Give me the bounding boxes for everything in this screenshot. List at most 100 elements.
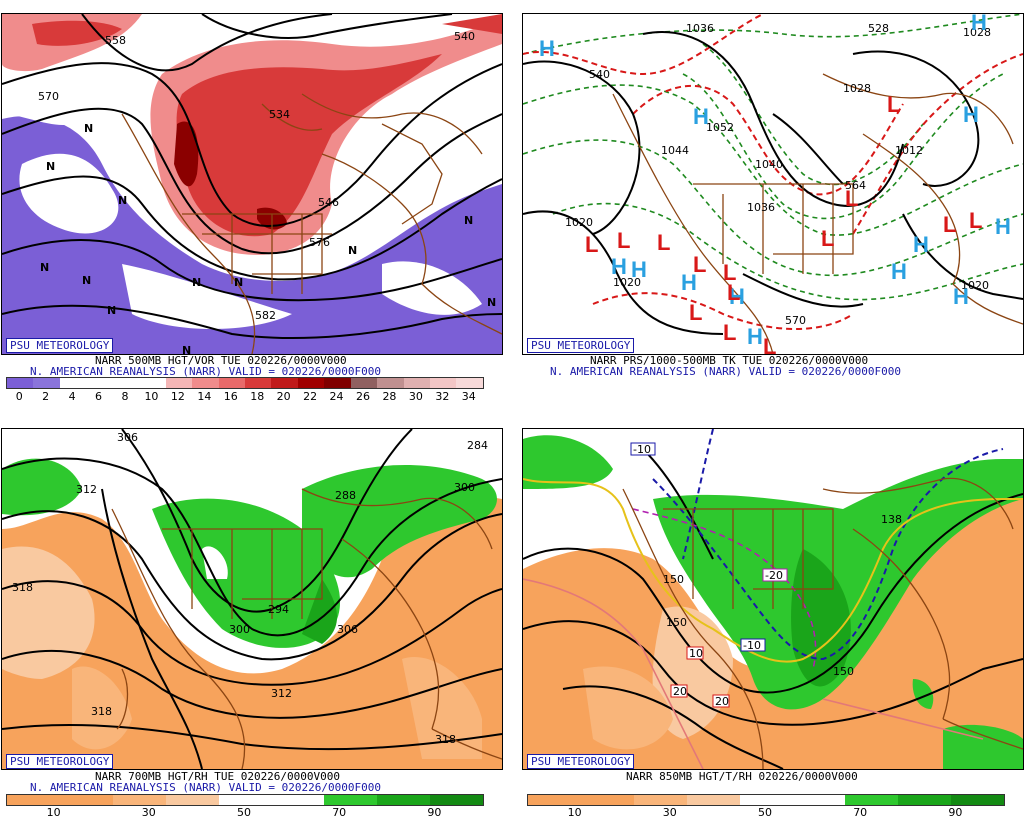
colorbar-tick-label: 18: [250, 390, 265, 403]
temperature-label: -10: [633, 443, 651, 456]
isobar-label: 1044: [661, 144, 689, 157]
isobar-label: 1020: [961, 279, 989, 292]
high-pressure-mark: H: [611, 254, 627, 279]
colorbar-segment: [686, 795, 740, 805]
high-pressure-mark: H: [631, 257, 647, 282]
high-pressure-mark: H: [693, 104, 709, 129]
contour-label: 288: [335, 489, 356, 502]
vorticity-minimum-mark: N: [40, 261, 49, 274]
high-pressure-mark: H: [971, 14, 987, 35]
colorbar-segment: [165, 378, 193, 388]
caption-title: NARR 700MB HGT/RH TUE 020226/0000V000: [95, 770, 341, 783]
colorbar-tick-label: 28: [382, 390, 397, 403]
contour-label: 576: [309, 236, 330, 249]
colorbar-segment: [59, 795, 113, 805]
isobar-label: 1012: [895, 144, 923, 157]
colorbar-tick-label: 50: [758, 806, 772, 819]
thickness-label: 564: [845, 179, 866, 192]
colorbar-segment: [580, 795, 634, 805]
low-pressure-mark: L: [887, 92, 900, 117]
low-pressure-mark: L: [723, 320, 736, 345]
caption-valid: N. AMERICAN REANALYSIS (NARR) VALID = 02…: [30, 365, 381, 378]
colorbar-tick-label: 2: [42, 390, 50, 403]
isobar-label: 1036: [747, 201, 775, 214]
colorbar-segment: [7, 795, 60, 805]
colorbar-segment: [59, 378, 87, 388]
thickness-label: 528: [868, 22, 889, 35]
contour-label: 138: [881, 513, 902, 526]
colorbar-segment: [403, 378, 430, 388]
high-pressure-mark: H: [747, 324, 763, 349]
colorbar-tick-label: 4: [68, 390, 76, 403]
colorbar-tick-label: 90: [427, 806, 442, 819]
colorbar-tick-label: 90: [948, 806, 963, 819]
temperature-label: -10: [743, 639, 761, 652]
psu-meteorology-badge: PSU METEOROLOGY: [6, 754, 114, 769]
vorticity-minimum-mark: N: [46, 160, 55, 173]
contour-label: 300: [229, 623, 250, 636]
colorbar-segment: [324, 378, 351, 388]
colorbar-segment: [792, 795, 846, 805]
colorbar-segment: [324, 795, 378, 805]
colorbar-segment: [297, 378, 325, 388]
colorbar-segment: [33, 378, 60, 388]
vorticity-minimum-mark: N: [487, 296, 496, 309]
colorbar-tick-label: 24: [329, 390, 344, 403]
high-pressure-mark: H: [995, 214, 1011, 239]
panel-500mb-vorticity: 558 570 540 534 546 582 576 N N N N N N …: [1, 13, 503, 355]
colorbar-tick-label: 32: [435, 390, 450, 403]
colorbar-segment: [7, 378, 34, 388]
psu-meteorology-badge: PSU METEOROLOGY: [527, 754, 635, 769]
contour-label: 318: [91, 705, 112, 718]
low-pressure-mark: L: [727, 280, 740, 305]
temperature-label: 20: [673, 685, 687, 698]
low-pressure-mark: L: [657, 230, 670, 255]
colorbar-segment: [244, 378, 272, 388]
caption-valid: N. AMERICAN REANALYSIS (NARR) VALID = 02…: [550, 365, 901, 378]
low-pressure-mark: L: [969, 208, 982, 233]
colorbar-tick-label: 70: [332, 806, 347, 819]
high-pressure-mark: H: [539, 36, 555, 61]
vorticity-map: 558 570 540 534 546 582 576 N N N N N N …: [2, 14, 502, 354]
high-pressure-mark: H: [953, 284, 969, 309]
humidity-colorbar: [6, 794, 484, 806]
colorbar-tick-label: 30: [408, 390, 423, 403]
thickness-label: 570: [785, 314, 806, 327]
humidity-colorbar: [527, 794, 1005, 806]
vorticity-minimum-mark: N: [82, 274, 91, 287]
colorbar-segment: [845, 795, 899, 805]
colorbar-tick-label: 20: [276, 390, 291, 403]
low-pressure-mark: L: [723, 260, 736, 285]
contour-label: 300: [454, 481, 475, 494]
colorbar-segment: [377, 378, 404, 388]
vorticity-minimum-mark: N: [182, 344, 191, 354]
contour-label: 534: [269, 108, 290, 121]
colorbar-segment: [86, 378, 113, 388]
high-pressure-mark: H: [913, 232, 929, 257]
colorbar-tick-label: 8: [121, 390, 129, 403]
humidity-colorbar-ticks: 10 30 50 70 90: [527, 806, 1003, 819]
colorbar-segment: [739, 795, 793, 805]
vorticity-minimum-mark: N: [192, 276, 201, 289]
humidity-850mb-map: 138 150 150 150 10 20 20 -10 -20 -10: [523, 429, 1023, 769]
isobar-label: 1020: [565, 216, 593, 229]
low-pressure-mark: L: [689, 300, 702, 325]
vorticity-minimum-mark: N: [234, 276, 243, 289]
colorbar-segment: [165, 795, 219, 805]
isobar-label: 1040: [755, 158, 783, 171]
colorbar-tick-label: 22: [303, 390, 318, 403]
colorbar-segment: [430, 795, 484, 805]
colorbar-segment: [430, 378, 457, 388]
isobar-label: 1020: [613, 276, 641, 289]
colorbar-segment: [112, 795, 166, 805]
caption-title: NARR 850MB HGT/T/RH 020226/0000V000: [626, 770, 858, 783]
colorbar-segment: [271, 378, 298, 388]
psu-meteorology-badge: PSU METEOROLOGY: [6, 338, 114, 353]
humidity-colorbar-ticks: 10 30 50 70 90: [6, 806, 482, 819]
thickness-label: 540: [589, 68, 610, 81]
colorbar-segment: [139, 378, 166, 388]
vorticity-minimum-mark: N: [107, 304, 116, 317]
isobar-label: 1052: [706, 121, 734, 134]
colorbar-tick-label: 12: [170, 390, 185, 403]
low-pressure-mark: L: [693, 252, 706, 277]
